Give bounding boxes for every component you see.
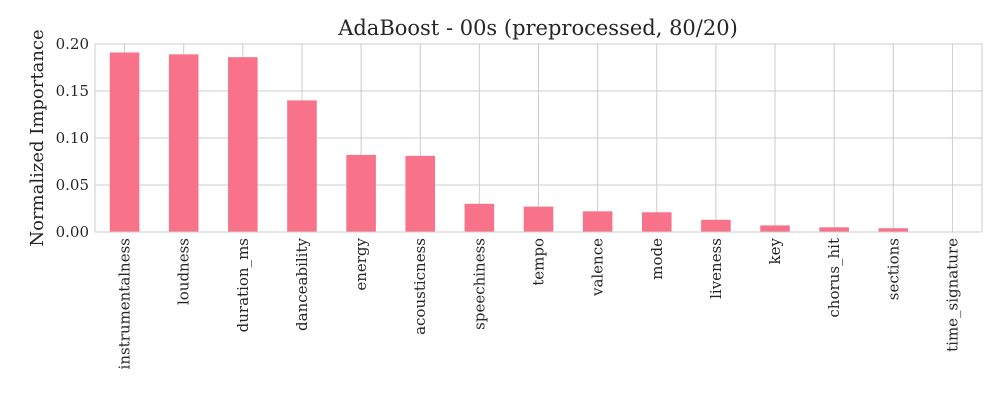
x-tick-label: acousticness — [411, 238, 429, 335]
x-tick-label: tempo — [530, 238, 548, 286]
bar-duration_ms — [228, 57, 258, 232]
x-tick-label: loudness — [175, 238, 193, 305]
chart-title: AdaBoost - 00s (preprocessed, 80/20) — [337, 16, 738, 40]
x-tick-label: valence — [589, 238, 607, 297]
bar-liveness — [701, 219, 731, 232]
x-tick-label: energy — [352, 237, 370, 290]
y-axis-title: Normalized Importance — [27, 29, 48, 246]
bar-sections — [878, 228, 909, 232]
bar-acousticness — [405, 155, 436, 232]
bar-danceability — [287, 100, 317, 233]
x-tick-label: speechiness — [470, 238, 488, 330]
bar-instrumentalness — [109, 52, 140, 233]
bar-speechiness — [464, 203, 495, 232]
x-tick-label: key — [766, 237, 784, 264]
bars — [109, 52, 909, 233]
y-tick-label: 0.15 — [56, 82, 89, 100]
bar-tempo — [523, 206, 554, 232]
x-tick-label: liveness — [707, 238, 725, 299]
y-tick-label: 0.05 — [56, 176, 89, 194]
x-ticks: instrumentalness loudness duration_ms dance… — [116, 237, 962, 369]
x-tick-label: sections — [884, 238, 902, 300]
x-tick-label: chorus_hit — [825, 238, 843, 318]
y-tick-label: 0.10 — [56, 129, 89, 147]
x-tick-label: duration_ms — [234, 238, 252, 332]
y-tick-label: 0.00 — [56, 223, 89, 241]
bar-mode — [641, 212, 672, 232]
bar-energy — [346, 154, 376, 232]
x-tick-label: time_signature — [943, 238, 961, 352]
x-tick-label: mode — [648, 238, 666, 280]
y-ticks: 0.00 0.05 0.10 0.15 0.20 — [56, 35, 89, 241]
y-tick-label: 0.20 — [56, 35, 89, 53]
x-tick-label: danceability — [293, 237, 311, 330]
plot-frame — [94, 43, 983, 233]
bar-key — [760, 225, 790, 232]
x-tick-label: instrumentalness — [116, 238, 134, 369]
bar-loudness — [168, 54, 199, 233]
bar-valence — [582, 211, 613, 232]
bar-chorus_hit — [819, 227, 849, 232]
